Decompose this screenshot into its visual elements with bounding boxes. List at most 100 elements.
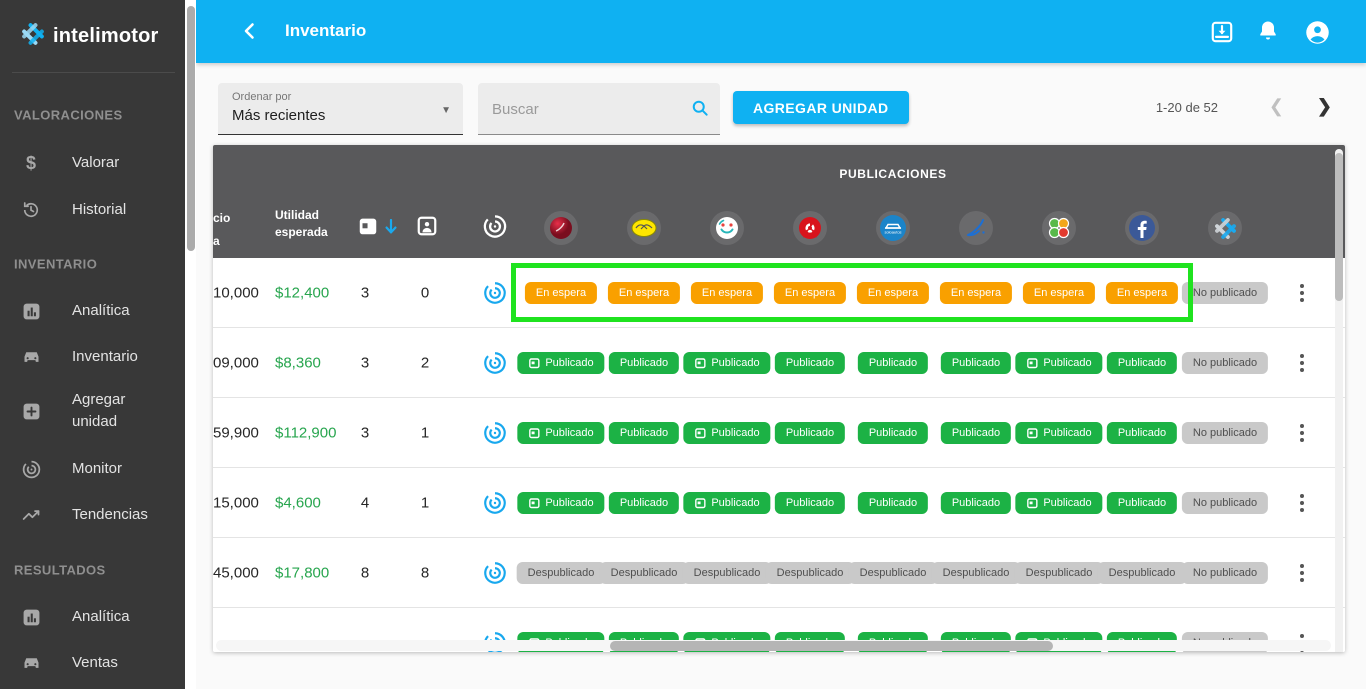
status-chip[interactable]: Publicado xyxy=(608,422,680,444)
sidebar-item-valorar[interactable]: $ Valorar xyxy=(0,141,185,185)
add-unit-button[interactable]: AGREGAR UNIDAD xyxy=(733,91,909,124)
status-chip[interactable]: Publicado xyxy=(940,492,1012,514)
status-chip[interactable]: Publicado xyxy=(774,352,846,374)
price-cell: 15,000 xyxy=(213,494,259,511)
history-icon xyxy=(20,199,42,221)
monitor-link-icon[interactable] xyxy=(482,560,508,586)
sidebar-item-historial[interactable]: Historial xyxy=(0,188,185,232)
sidebar-item-tendencias[interactable]: Tendencias xyxy=(0,493,185,537)
leads-cell: 1 xyxy=(420,424,430,441)
status-chip[interactable]: Despublicado xyxy=(516,562,606,584)
status-chip[interactable]: Publicado xyxy=(1015,352,1103,374)
horizontal-scrollbar-thumb[interactable] xyxy=(610,640,1053,651)
status-chip[interactable]: Despublicado xyxy=(682,562,772,584)
sort-select[interactable]: Ordenar por Más recientes ▼ xyxy=(218,83,463,135)
status-chip[interactable]: Despublicado xyxy=(931,562,1021,584)
back-icon[interactable] xyxy=(238,19,262,43)
export-icon[interactable] xyxy=(1209,19,1235,45)
vertical-scrollbar-thumb[interactable] xyxy=(1335,153,1343,301)
days-cell: 8 xyxy=(360,564,370,581)
status-chip[interactable]: Publicado xyxy=(940,422,1012,444)
sidebar-item-agregar-unidad[interactable]: Agregar unidad xyxy=(0,389,185,433)
main-area: Inventario Ordenar por Más recientes ▼ xyxy=(196,0,1366,689)
status-chip[interactable]: Despublicado xyxy=(765,562,855,584)
sidebar-scrollbar[interactable] xyxy=(185,0,196,689)
status-chip[interactable]: Publicado xyxy=(683,492,771,514)
leads-cell: 1 xyxy=(420,494,430,511)
status-chip[interactable]: Publicado xyxy=(774,422,846,444)
monitor-link-icon[interactable] xyxy=(482,420,508,446)
status-chip[interactable]: Publicado xyxy=(857,352,929,374)
sidebar-item-inventario[interactable]: Inventario xyxy=(0,335,185,379)
status-chip[interactable]: Publicado xyxy=(517,422,605,444)
row-menu-button[interactable] xyxy=(1296,280,1308,306)
status-chip[interactable]: En espera xyxy=(856,282,930,304)
sidebar-item-ventas[interactable]: Ventas xyxy=(0,641,185,685)
row-menu-button[interactable] xyxy=(1296,490,1308,516)
table-horizontal-scrollbar[interactable] xyxy=(216,640,1331,651)
status-chip[interactable]: En espera xyxy=(773,282,847,304)
status-chip[interactable]: Publicado xyxy=(517,352,605,374)
search-icon[interactable] xyxy=(690,98,710,118)
status-chip[interactable]: No publicado xyxy=(1181,562,1269,584)
status-chip[interactable]: Publicado xyxy=(683,422,771,444)
status-chip[interactable]: Publicado xyxy=(940,352,1012,374)
status-chip[interactable]: Publicado xyxy=(1015,422,1103,444)
status-chip[interactable]: Despublicado xyxy=(599,562,689,584)
status-chip[interactable]: Despublicado xyxy=(1097,562,1187,584)
status-chip[interactable]: Publicado xyxy=(608,352,680,374)
status-chip[interactable]: Despublicado xyxy=(1014,562,1104,584)
status-chip[interactable]: Publicado xyxy=(1106,352,1178,374)
status-chip[interactable]: No publicado xyxy=(1181,282,1269,304)
page-next-icon[interactable]: ❯ xyxy=(1316,96,1332,116)
search-input[interactable] xyxy=(492,97,672,121)
utility-cell: $17,800 xyxy=(275,564,330,581)
status-chip[interactable]: En espera xyxy=(690,282,764,304)
status-chip[interactable]: Publicado xyxy=(1106,492,1178,514)
row-menu-button[interactable] xyxy=(1296,420,1308,446)
publicaciones-header: PUBLICACIONES xyxy=(839,167,947,181)
account-icon[interactable] xyxy=(1304,19,1330,45)
price-cell: 09,000 xyxy=(213,354,259,371)
status-chip[interactable]: Publicado xyxy=(774,492,846,514)
monitor-link-icon[interactable] xyxy=(482,490,508,516)
status-chip[interactable]: Publicado xyxy=(857,492,929,514)
table-rows: 10,000 $12,400 3 0 En espera En espera En espe… xyxy=(213,258,1345,652)
status-chip[interactable]: En espera xyxy=(939,282,1013,304)
row-menu-button[interactable] xyxy=(1296,350,1308,376)
status-chip[interactable]: En espera xyxy=(1022,282,1096,304)
calendar-column-icon[interactable] xyxy=(357,215,379,242)
status-chip[interactable]: En espera xyxy=(607,282,681,304)
app-logo: intelimotor xyxy=(20,16,170,56)
sidebar-item-analitica-inventario[interactable]: Analítica xyxy=(0,289,185,333)
leads-cell: 2 xyxy=(420,354,430,371)
status-chip[interactable]: Publicado xyxy=(1015,492,1103,514)
status-chip[interactable]: No publicado xyxy=(1181,422,1269,444)
status-chip[interactable]: Publicado xyxy=(517,492,605,514)
status-chip[interactable]: En espera xyxy=(1105,282,1179,304)
status-chip[interactable]: Publicado xyxy=(1106,422,1178,444)
analytics-icon xyxy=(20,606,42,628)
monitor-link-icon[interactable] xyxy=(482,280,508,306)
sidebar: intelimotor VALORACIONES $ Valorar Histo… xyxy=(0,0,185,689)
status-chip[interactable]: En espera xyxy=(524,282,598,304)
sidebar-item-analitica-resultados[interactable]: Analítica xyxy=(0,595,185,639)
status-chip[interactable]: No publicado xyxy=(1181,492,1269,514)
leads-column-icon[interactable] xyxy=(416,215,438,242)
sidebar-scrollbar-thumb[interactable] xyxy=(186,6,195,251)
status-chip[interactable]: Despublicado xyxy=(848,562,938,584)
utility-cell: $112,900 xyxy=(275,424,337,441)
table-vertical-scrollbar[interactable] xyxy=(1335,149,1343,652)
sidebar-item-monitor[interactable]: Monitor xyxy=(0,447,185,491)
monitor-column-icon[interactable] xyxy=(482,213,509,245)
status-chip[interactable]: Publicado xyxy=(683,352,771,374)
row-menu-button[interactable] xyxy=(1296,560,1308,586)
section-valoraciones: VALORACIONES xyxy=(14,107,123,123)
status-chip[interactable]: Publicado xyxy=(857,422,929,444)
notifications-icon[interactable] xyxy=(1256,19,1282,45)
status-chip[interactable]: Publicado xyxy=(608,492,680,514)
monitor-link-icon[interactable] xyxy=(482,350,508,376)
status-chip[interactable]: No publicado xyxy=(1181,352,1269,374)
page-prev-icon[interactable]: ❮ xyxy=(1268,96,1284,116)
top-app-bar: Inventario xyxy=(196,0,1366,63)
